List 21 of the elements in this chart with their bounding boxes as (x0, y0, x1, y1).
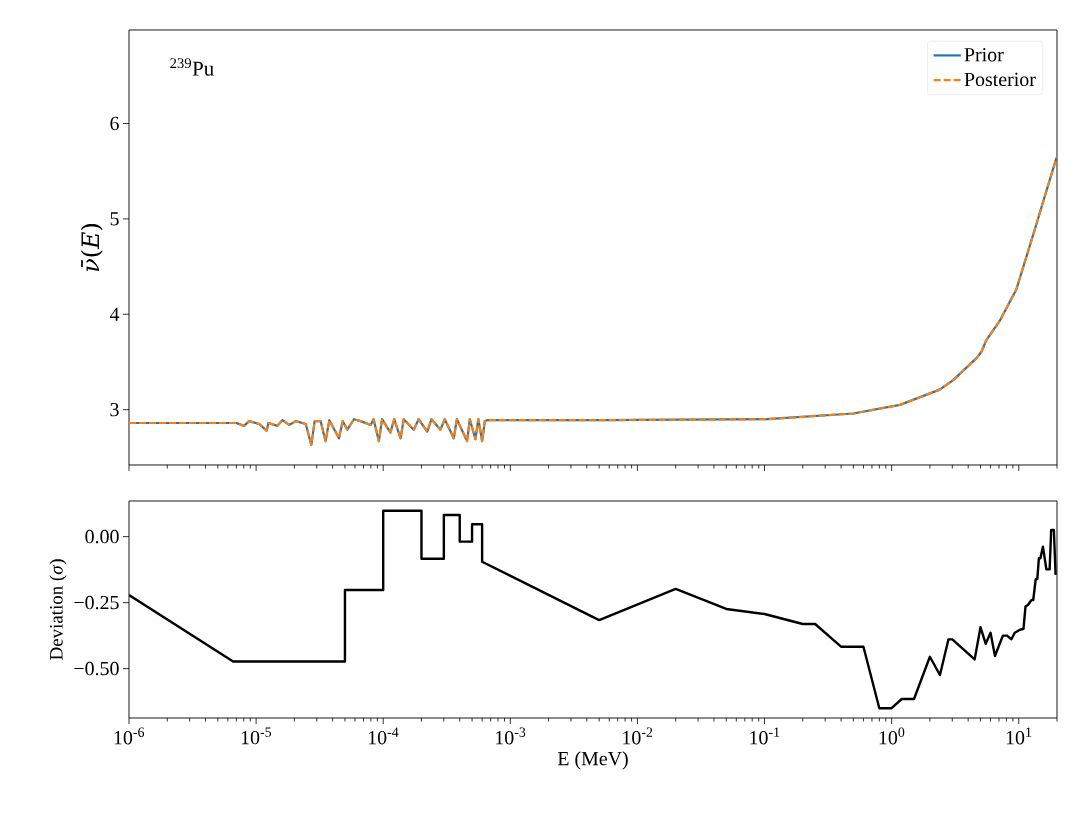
annotation: $^{239}$Pu (170, 58, 214, 76)
y-axis-title: Deviation (σ) (49, 559, 67, 660)
x-tick-label: 10$^{-4}$ (368, 727, 399, 745)
y-tick-label: −0.25 (74, 595, 119, 610)
x-tick-label: 10$^{1}$ (1006, 727, 1032, 745)
y-tick-label: 0.00 (85, 529, 119, 544)
y-tick-label: 4 (109, 307, 120, 321)
y-tick-label: 6 (110, 116, 119, 131)
x-tick-label: 10$^{-3}$ (496, 727, 526, 745)
x-tick-label: 10$^{-5}$ (241, 727, 272, 745)
y-tick-label: 3 (110, 402, 119, 417)
x-tick-label: 10$^{0}$ (879, 727, 905, 745)
x-tick-label: 10$^{-1}$ (750, 727, 780, 745)
y-axis-title: ν̄(E) (80, 224, 103, 272)
y-tick-label: 5 (110, 212, 119, 226)
x-tick-label: 10$^{-2}$ (623, 727, 653, 745)
legend-label: Posterior (964, 72, 1036, 87)
x-tick-label: 10$^{-6}$ (114, 727, 145, 745)
x-axis-title: E (MeV) (557, 751, 628, 770)
legend-label: Prior (964, 48, 1004, 62)
y-tick-label: −0.50 (74, 661, 119, 676)
